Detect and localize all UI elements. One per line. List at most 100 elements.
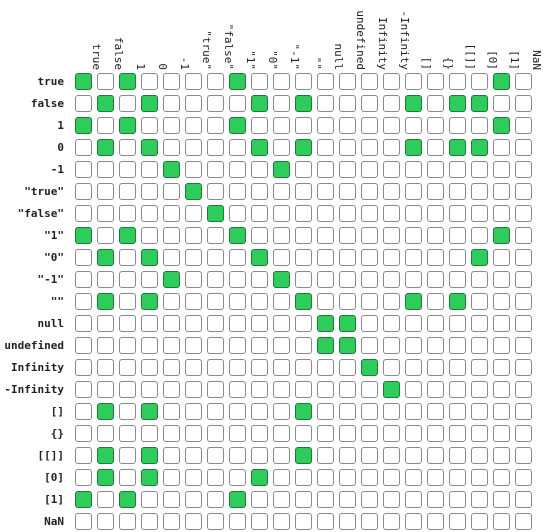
not-equal-cell (361, 447, 378, 464)
not-equal-cell (515, 491, 532, 508)
not-equal-cell (119, 381, 136, 398)
not-equal-cell (141, 337, 158, 354)
not-equal-cell (185, 73, 202, 90)
column-label: [0] (469, 0, 499, 70)
not-equal-cell (163, 403, 180, 420)
not-equal-cell (75, 205, 92, 222)
not-equal-cell (185, 381, 202, 398)
equal-cell (97, 403, 114, 420)
not-equal-cell (471, 425, 488, 442)
not-equal-cell (119, 161, 136, 178)
column-label: {} (425, 0, 455, 70)
not-equal-cell (427, 315, 444, 332)
not-equal-cell (185, 447, 202, 464)
equal-cell (361, 359, 378, 376)
equal-cell (141, 447, 158, 464)
not-equal-cell (207, 513, 224, 530)
not-equal-cell (185, 337, 202, 354)
not-equal-cell (339, 293, 356, 310)
not-equal-cell (141, 117, 158, 134)
row-label: false (30, 97, 64, 110)
column-label: true (73, 0, 103, 71)
not-equal-cell (339, 249, 356, 266)
not-equal-cell (383, 447, 400, 464)
not-equal-cell (493, 161, 510, 178)
not-equal-cell (405, 359, 422, 376)
equal-cell (295, 139, 312, 156)
equal-cell (97, 139, 114, 156)
not-equal-cell (339, 381, 356, 398)
not-equal-cell (493, 513, 510, 530)
not-equal-cell (383, 337, 400, 354)
column-label: false (95, 0, 125, 70)
not-equal-cell (405, 271, 422, 288)
not-equal-cell (163, 425, 180, 442)
not-equal-cell (493, 183, 510, 200)
column-label: "false" (205, 0, 235, 70)
not-equal-cell (515, 315, 532, 332)
not-equal-cell (119, 315, 136, 332)
not-equal-cell (317, 73, 334, 90)
not-equal-cell (427, 359, 444, 376)
not-equal-cell (427, 337, 444, 354)
not-equal-cell (273, 117, 290, 134)
not-equal-cell (405, 381, 422, 398)
not-equal-cell (339, 117, 356, 134)
not-equal-cell (383, 249, 400, 266)
row-label: undefined (4, 339, 64, 352)
equal-cell (119, 117, 136, 134)
not-equal-cell (75, 337, 92, 354)
not-equal-cell (75, 381, 92, 398)
not-equal-cell (229, 161, 246, 178)
not-equal-cell (295, 183, 312, 200)
not-equal-cell (273, 403, 290, 420)
not-equal-cell (207, 403, 224, 420)
equal-cell (493, 73, 510, 90)
not-equal-cell (75, 315, 92, 332)
not-equal-cell (273, 359, 290, 376)
row-label: 0 (57, 141, 64, 154)
not-equal-cell (273, 249, 290, 266)
equal-cell (449, 139, 466, 156)
not-equal-cell (361, 139, 378, 156)
equal-cell (471, 139, 488, 156)
not-equal-cell (339, 469, 356, 486)
not-equal-cell (427, 183, 444, 200)
not-equal-cell (427, 271, 444, 288)
not-equal-cell (361, 249, 378, 266)
equal-cell (295, 293, 312, 310)
not-equal-cell (471, 491, 488, 508)
equal-cell (405, 293, 422, 310)
not-equal-cell (515, 117, 532, 134)
not-equal-cell (471, 73, 488, 90)
not-equal-cell (317, 359, 334, 376)
not-equal-cell (449, 205, 466, 222)
not-equal-cell (427, 403, 444, 420)
not-equal-cell (207, 271, 224, 288)
not-equal-cell (97, 491, 114, 508)
not-equal-cell (471, 271, 488, 288)
equal-cell (273, 161, 290, 178)
not-equal-cell (427, 73, 444, 90)
not-equal-cell (119, 447, 136, 464)
not-equal-cell (493, 447, 510, 464)
row-label: "true" (24, 185, 64, 198)
not-equal-cell (449, 315, 466, 332)
not-equal-cell (207, 293, 224, 310)
not-equal-cell (405, 205, 422, 222)
equal-cell (295, 447, 312, 464)
not-equal-cell (515, 161, 532, 178)
not-equal-cell (273, 447, 290, 464)
not-equal-cell (449, 425, 466, 442)
not-equal-cell (163, 95, 180, 112)
not-equal-cell (185, 205, 202, 222)
not-equal-cell (317, 139, 334, 156)
not-equal-cell (405, 491, 422, 508)
not-equal-cell (515, 293, 532, 310)
not-equal-cell (97, 205, 114, 222)
row-label: true (37, 75, 65, 88)
not-equal-cell (207, 315, 224, 332)
equal-cell (295, 403, 312, 420)
not-equal-cell (383, 315, 400, 332)
row-label: [1] (44, 493, 64, 506)
